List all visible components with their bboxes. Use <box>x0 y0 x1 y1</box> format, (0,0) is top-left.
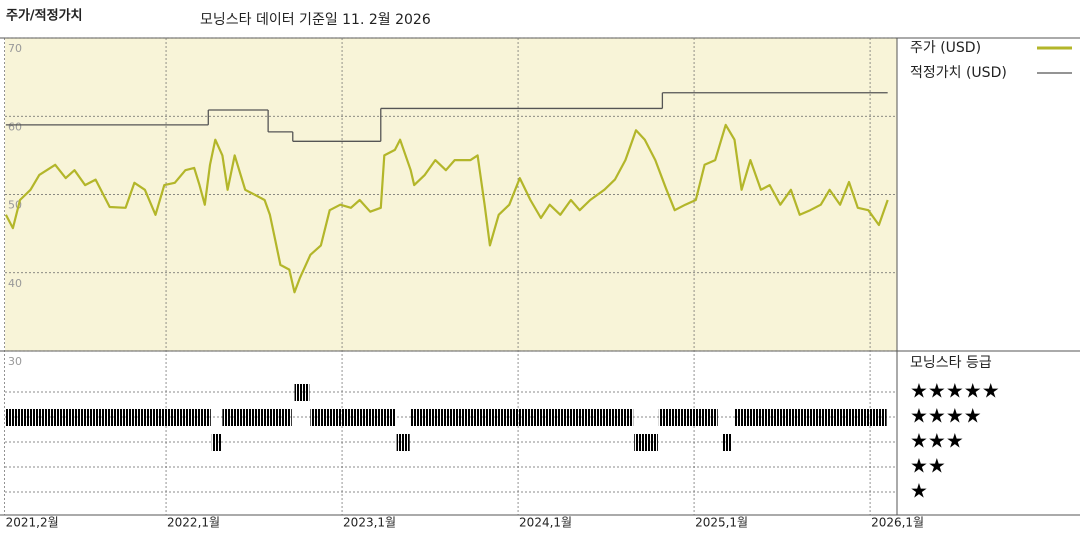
x-tick-label: 2023,1월 <box>343 516 396 530</box>
x-tick-label: 2022,1월 <box>167 516 220 530</box>
rating-bar <box>294 384 310 401</box>
x-tick-label: 2024,1월 <box>519 516 572 530</box>
chart-subtitle: 모닝스타 데이터 기준일 11. 2월 2026 <box>200 12 431 28</box>
chart-title: 주가/적정가치 <box>6 8 83 24</box>
y-tick-label: 70 <box>8 42 22 55</box>
x-tick-label: 2026,1월 <box>871 516 924 530</box>
rating-bar <box>722 434 732 451</box>
y-tick-label: 40 <box>8 277 22 290</box>
x-tick-label: 2021,2월 <box>6 516 59 530</box>
rating-label: ★★ <box>910 454 946 478</box>
price-line <box>4 123 889 294</box>
x-tick-label: 2025,1월 <box>695 516 748 530</box>
rating-bar <box>222 409 292 426</box>
rating-label: ★★★★★ <box>910 379 1000 403</box>
rating-bar <box>634 434 658 451</box>
rating-bar <box>5 409 211 426</box>
rating-label: ★ <box>910 479 928 503</box>
rating-label: ★★★ <box>910 429 964 453</box>
legend-label: 적정가치 (USD) <box>910 65 1007 81</box>
rating-bar <box>734 409 887 426</box>
rating-bar <box>211 434 222 451</box>
rating-label: ★★★★ <box>910 404 982 428</box>
legend-label: 주가 (USD) <box>910 40 981 56</box>
rating-bar <box>658 409 718 426</box>
rating-bar <box>310 409 396 426</box>
ratings-title: 모닝스타 등급 <box>910 355 992 371</box>
rating-bar <box>396 434 410 451</box>
rating-bar <box>410 409 634 426</box>
y-tick-label: 60 <box>8 120 22 133</box>
y-tick-label: 30 <box>8 355 22 368</box>
